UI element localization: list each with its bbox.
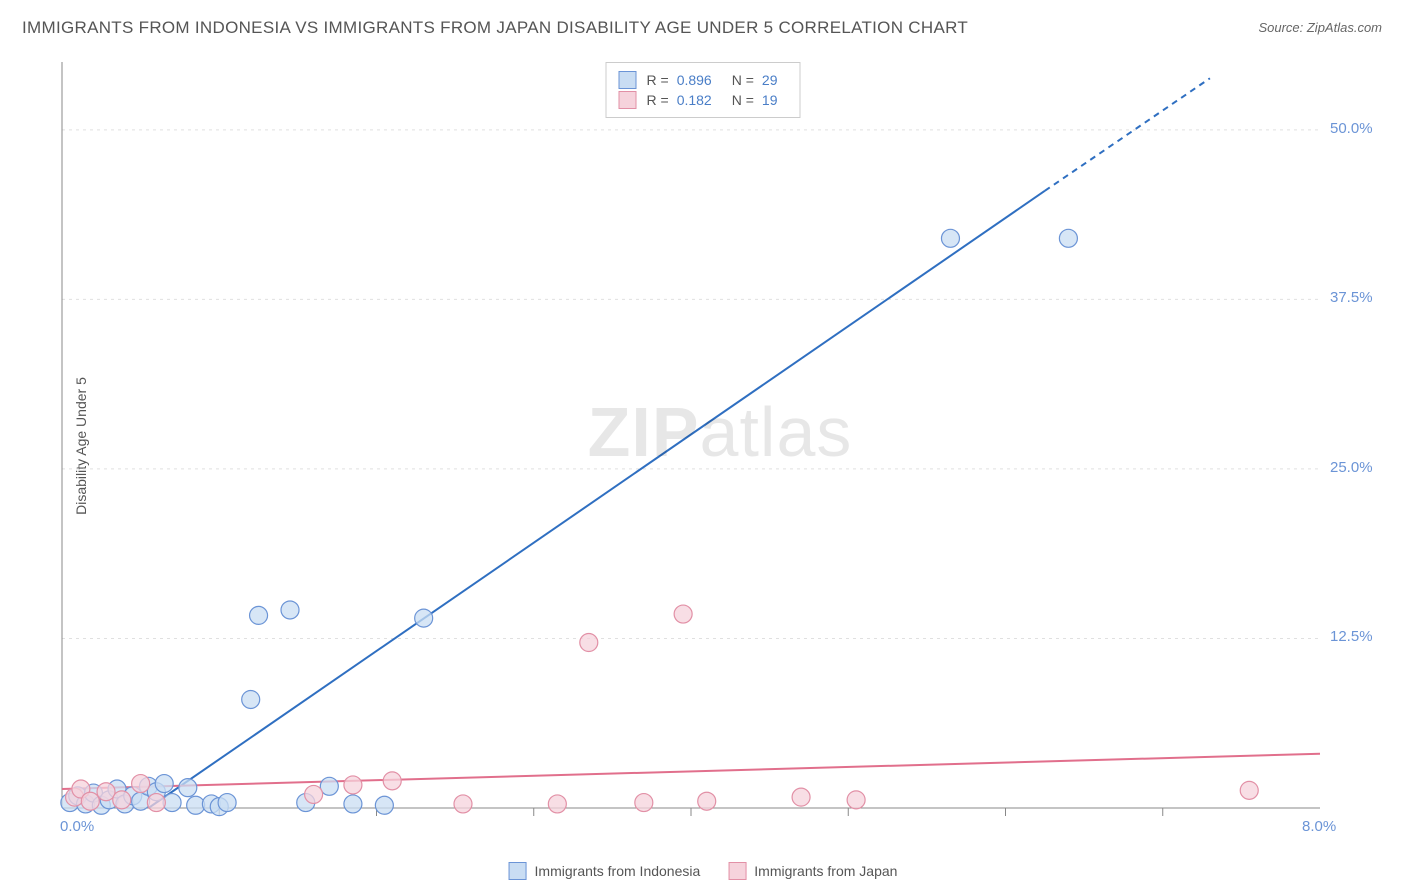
legend-correlation-box: R = 0.896 N = 29 R = 0.182 N = 19 [606,62,801,118]
legend-row-japan: R = 0.182 N = 19 [619,91,788,109]
swatch-japan [619,91,637,109]
legend-row-indonesia: R = 0.896 N = 29 [619,71,788,89]
n-value-japan: 19 [762,92,778,108]
source-attribution: Source: ZipAtlas.com [1258,20,1382,35]
r-label: R = [647,92,669,108]
y-tick-label: 37.5% [1330,289,1373,306]
x-max-label: 8.0% [1302,818,1336,835]
legend-item-japan: Immigrants from Japan [728,862,897,880]
chart-title: IMMIGRANTS FROM INDONESIA VS IMMIGRANTS … [22,18,968,38]
n-value-indonesia: 29 [762,72,778,88]
swatch-indonesia-icon [509,862,527,880]
n-label: N = [732,72,754,88]
swatch-japan-icon [728,862,746,880]
y-tick-label: 12.5% [1330,628,1373,645]
r-value-japan: 0.182 [677,92,712,108]
swatch-indonesia [619,71,637,89]
y-tick-label: 25.0% [1330,459,1373,476]
origin-label: 0.0% [60,818,94,835]
r-value-indonesia: 0.896 [677,72,712,88]
legend-label-japan: Immigrants from Japan [754,863,897,879]
r-label: R = [647,72,669,88]
y-tick-label: 50.0% [1330,120,1373,137]
legend-series: Immigrants from Indonesia Immigrants fro… [509,862,898,880]
n-label: N = [732,92,754,108]
plot-area: ZIPatlas [60,58,1380,838]
scatter-plot-svg [60,58,1380,838]
chart-container: IMMIGRANTS FROM INDONESIA VS IMMIGRANTS … [0,0,1406,892]
legend-label-indonesia: Immigrants from Indonesia [535,863,701,879]
legend-item-indonesia: Immigrants from Indonesia [509,862,701,880]
